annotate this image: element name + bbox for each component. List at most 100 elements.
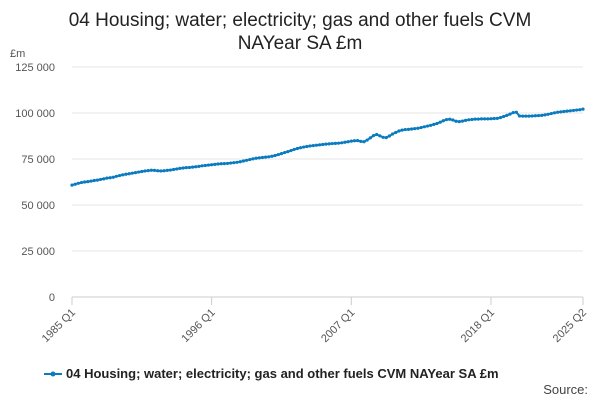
data-point[interactable] (200, 164, 204, 168)
data-point[interactable] (451, 118, 455, 122)
data-point[interactable] (146, 168, 150, 173)
data-point[interactable] (203, 163, 207, 168)
data-point[interactable] (556, 110, 560, 114)
data-point[interactable] (375, 132, 379, 137)
data-point[interactable] (191, 165, 195, 169)
data-point[interactable] (527, 114, 531, 118)
data-point[interactable] (187, 165, 192, 170)
data-point[interactable] (508, 112, 512, 116)
data-point[interactable] (505, 113, 509, 117)
data-point[interactable] (264, 155, 268, 159)
data-point[interactable] (381, 135, 385, 139)
data-point[interactable] (352, 139, 357, 143)
data-point[interactable] (460, 119, 464, 123)
data-point[interactable] (454, 119, 458, 123)
data-point[interactable] (502, 114, 506, 119)
data-point[interactable] (305, 144, 309, 149)
data-point[interactable] (98, 177, 103, 182)
data-point[interactable] (362, 140, 366, 144)
data-point[interactable] (397, 129, 401, 133)
data-point[interactable] (476, 117, 480, 121)
data-point[interactable] (156, 169, 160, 173)
data-point[interactable] (241, 159, 245, 163)
data-point[interactable] (457, 120, 461, 124)
data-point[interactable] (229, 161, 233, 165)
data-point[interactable] (244, 158, 249, 162)
data-point[interactable] (219, 162, 223, 166)
data-point[interactable] (448, 117, 452, 121)
data-point[interactable] (543, 113, 547, 117)
data-point[interactable] (248, 157, 252, 162)
data-point[interactable] (127, 172, 131, 176)
data-point[interactable] (368, 136, 372, 140)
data-point[interactable] (298, 146, 303, 150)
data-point[interactable] (384, 136, 388, 140)
data-point[interactable] (267, 155, 271, 159)
data-point[interactable] (346, 140, 350, 144)
data-point[interactable] (286, 150, 290, 154)
data-point[interactable] (105, 176, 109, 180)
data-point[interactable] (225, 161, 230, 166)
data-point[interactable] (489, 117, 493, 121)
data-point[interactable] (540, 113, 544, 117)
data-point[interactable] (257, 156, 261, 160)
data-point[interactable] (470, 117, 474, 122)
data-point[interactable] (311, 143, 315, 148)
data-point[interactable] (111, 175, 115, 179)
data-point[interactable] (578, 108, 582, 112)
data-point[interactable] (546, 112, 550, 116)
data-point[interactable] (343, 140, 347, 144)
data-point[interactable] (536, 113, 541, 118)
data-point[interactable] (378, 134, 382, 138)
data-point[interactable] (530, 114, 534, 118)
data-point[interactable] (194, 165, 198, 169)
data-point[interactable] (159, 169, 163, 173)
data-point[interactable] (365, 138, 369, 142)
data-point[interactable] (441, 119, 445, 123)
data-point[interactable] (168, 168, 172, 172)
data-point[interactable] (400, 128, 404, 132)
data-point[interactable] (295, 146, 299, 151)
data-point[interactable] (130, 171, 134, 175)
data-point[interactable] (181, 166, 185, 170)
data-point[interactable] (178, 166, 182, 170)
data-point[interactable] (140, 169, 144, 174)
data-point[interactable] (559, 110, 563, 114)
data-point[interactable] (416, 126, 420, 130)
data-point[interactable] (210, 163, 214, 167)
data-point[interactable] (356, 139, 360, 143)
data-point[interactable] (432, 122, 436, 127)
data-point[interactable] (514, 110, 518, 114)
data-point[interactable] (197, 164, 201, 168)
data-point[interactable] (308, 144, 312, 148)
data-point[interactable] (254, 156, 258, 160)
data-point[interactable] (390, 132, 395, 136)
data-point[interactable] (232, 161, 236, 165)
data-point[interactable] (511, 111, 515, 115)
data-point[interactable] (108, 176, 112, 180)
data-point[interactable] (114, 174, 119, 178)
data-point[interactable] (165, 168, 169, 173)
data-point[interactable] (302, 145, 306, 149)
data-point[interactable] (549, 111, 553, 116)
data-point[interactable] (349, 139, 353, 143)
data-point[interactable] (444, 118, 449, 122)
data-point[interactable] (86, 180, 90, 184)
data-point[interactable] (327, 142, 331, 146)
data-point[interactable] (95, 178, 99, 182)
data-point[interactable] (89, 179, 93, 183)
data-point[interactable] (149, 168, 153, 172)
data-point[interactable] (235, 160, 239, 164)
data-point[interactable] (552, 111, 557, 115)
data-point[interactable] (495, 116, 499, 120)
data-point[interactable] (413, 127, 417, 131)
data-point[interactable] (467, 118, 471, 122)
data-point[interactable] (184, 166, 188, 170)
data-point[interactable] (410, 127, 414, 131)
data-point[interactable] (473, 117, 477, 121)
data-point[interactable] (238, 160, 242, 164)
data-point[interactable] (498, 116, 503, 120)
data-point[interactable] (270, 154, 274, 158)
data-point[interactable] (273, 153, 277, 158)
data-point[interactable] (521, 114, 525, 118)
